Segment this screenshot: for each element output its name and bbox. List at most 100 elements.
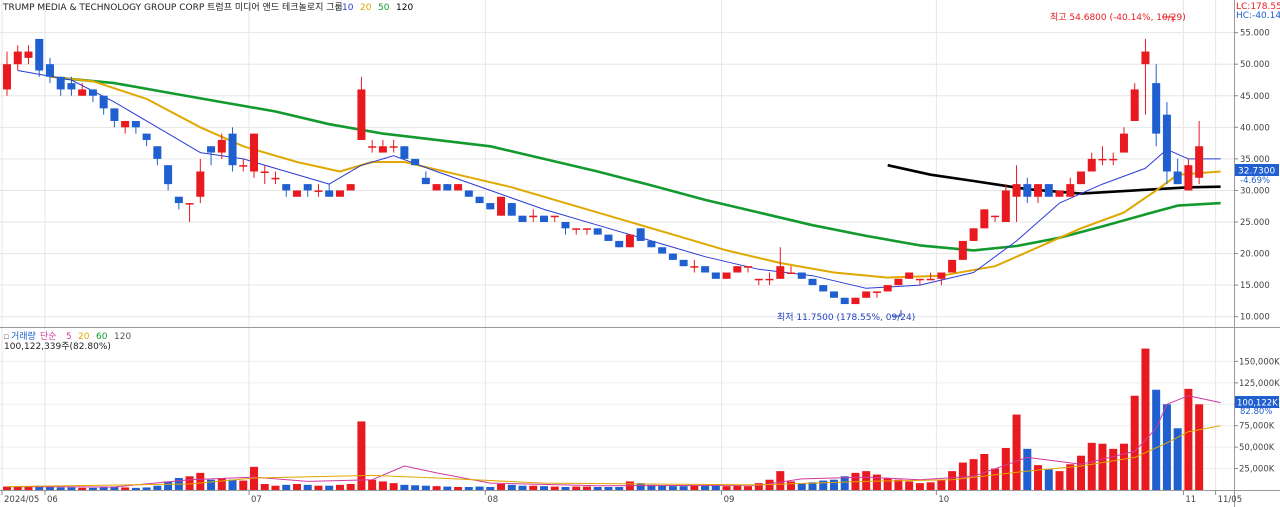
volume-bar [378, 481, 387, 490]
volume-bar [335, 484, 344, 490]
date-tick-label: 11 [1185, 495, 1196, 505]
volume-bar [1141, 348, 1150, 490]
volume-bar [1055, 471, 1064, 490]
volume-bar [690, 485, 699, 490]
candle-body [561, 222, 570, 229]
candle-body [711, 272, 720, 279]
volume-tick-label: 150,000K [1239, 357, 1280, 367]
volume-bar [948, 471, 957, 490]
date-tick-label: 10 [938, 495, 949, 505]
volume-bar [475, 486, 484, 490]
candle-body [851, 297, 860, 305]
volume-bar [207, 479, 216, 490]
volume-bar [443, 486, 452, 490]
volume-tick-label: 25,000K [1239, 465, 1275, 475]
high-arrow-icon [1162, 16, 1174, 22]
date-axis: 2024/05 06 07 08 09 10 11 11/05 [1, 490, 1243, 505]
volume-bar [668, 486, 677, 490]
volume-bar [153, 485, 162, 490]
price-tick-label: 15.000 [1240, 281, 1270, 291]
volume-badge-value: 100,122K [1237, 399, 1278, 409]
volume-bar [1001, 448, 1010, 490]
volume-bar [1109, 448, 1118, 490]
candle-body [894, 278, 903, 286]
volume-bar [905, 481, 914, 490]
volume-bar [958, 462, 967, 490]
volume-bar [540, 486, 548, 490]
candle-body [507, 203, 516, 216]
low-arrow-icon [892, 310, 902, 317]
candle-body [335, 190, 344, 197]
date-tick-label: 11/05 [1218, 495, 1243, 505]
volume-bar [1077, 455, 1085, 490]
candle-body [593, 228, 602, 235]
candle-body [250, 133, 259, 172]
volume-bar [142, 487, 151, 490]
candle-body [829, 291, 838, 298]
volume-bar [35, 485, 44, 490]
volume-bar [679, 486, 688, 490]
volume-bar [389, 483, 398, 490]
volume-bar [271, 485, 280, 490]
candle-body [411, 158, 420, 166]
volume-bar [787, 481, 796, 490]
candle-body [185, 203, 194, 205]
ma-legend-item: 120 [396, 3, 413, 13]
candle-body [1184, 165, 1193, 191]
candle-body [1077, 171, 1085, 185]
volume-ma5-line [6, 395, 1221, 488]
volume-bar [239, 480, 248, 490]
price-badge-pct: -4.69% [1240, 176, 1270, 186]
candle-body [78, 89, 87, 96]
candle-body [733, 266, 742, 273]
candle-body [475, 196, 484, 204]
candle-body [1141, 51, 1150, 65]
candle-body [690, 266, 699, 268]
volume-bar [121, 487, 130, 490]
price-badge [1235, 164, 1279, 176]
candle-body [529, 215, 538, 218]
volume-bar [636, 483, 645, 490]
candle-body [1044, 184, 1053, 197]
candle-body [292, 190, 301, 197]
candle-body [572, 228, 581, 230]
candle-body [217, 139, 226, 153]
volume-bar [411, 485, 420, 490]
volume-tick-label: 50,000K [1239, 443, 1275, 453]
price-tick-label: 40.000 [1240, 123, 1270, 133]
candle-body [110, 108, 119, 121]
candle-body [701, 266, 710, 273]
volume-bar [647, 484, 656, 490]
candle-body [754, 278, 763, 281]
volume-bar [507, 484, 516, 490]
candle-body [625, 234, 634, 248]
candle-body [314, 190, 323, 192]
candle-body [840, 297, 849, 305]
volume-bar [314, 485, 323, 490]
volume-bar [228, 479, 237, 490]
candle-body [604, 234, 613, 241]
candle-body [88, 89, 97, 96]
candle-body [454, 184, 463, 191]
volume-badge-pct: 82.80% [1240, 407, 1272, 417]
price-tick-label: 10.000 [1240, 313, 1270, 323]
volume-bar [454, 487, 463, 490]
price-axis: 10.000 15.000 20.000 25.000 30.000 35.000 40.0… [1234, 29, 1270, 323]
volume-bar [582, 486, 591, 490]
volume-bar [185, 476, 194, 490]
candle-body [765, 278, 774, 281]
candle-body [1034, 184, 1043, 197]
volume-bar [45, 487, 54, 490]
volume-bar [1195, 404, 1204, 490]
volume-bar [3, 486, 11, 490]
volume-bar [915, 483, 924, 490]
candle-body [1023, 184, 1032, 197]
candle-body [421, 177, 430, 185]
price-tick-label: 55.000 [1240, 29, 1270, 39]
candle-body [142, 133, 151, 140]
volume-tick-label: 125,000K [1239, 379, 1280, 389]
candle-body [582, 228, 591, 230]
volume-badge [1235, 396, 1279, 408]
volume-bar [1162, 404, 1171, 490]
candle-body [1109, 158, 1118, 161]
